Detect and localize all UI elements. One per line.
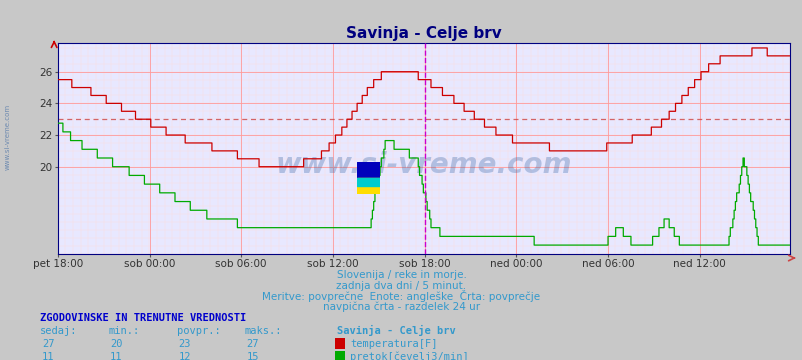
Text: 15: 15 [246,352,259,360]
Text: min.:: min.: [108,326,140,336]
Text: Slovenija / reke in morje.: Slovenija / reke in morje. [336,270,466,280]
Text: ZGODOVINSKE IN TRENUTNE VREDNOSTI: ZGODOVINSKE IN TRENUTNE VREDNOSTI [40,313,246,323]
Text: 20: 20 [110,339,123,349]
Text: 27: 27 [42,339,55,349]
Polygon shape [357,178,379,194]
Text: 11: 11 [110,352,123,360]
Text: 23: 23 [178,339,191,349]
Text: 12: 12 [178,352,191,360]
Text: www.si-vreme.com: www.si-vreme.com [275,151,572,179]
Text: www.si-vreme.com: www.si-vreme.com [5,104,11,170]
Text: navpična črta - razdelek 24 ur: navpična črta - razdelek 24 ur [322,302,480,312]
Text: maks.:: maks.: [245,326,282,336]
Text: 27: 27 [246,339,259,349]
Text: pretok[čevelj3/min]: pretok[čevelj3/min] [350,351,468,360]
Polygon shape [357,162,379,194]
Text: 11: 11 [42,352,55,360]
Polygon shape [357,178,379,186]
Text: sedaj:: sedaj: [40,326,78,336]
Title: Savinja - Celje brv: Savinja - Celje brv [346,26,501,41]
Text: zadnja dva dni / 5 minut.: zadnja dva dni / 5 minut. [336,281,466,291]
Text: povpr.:: povpr.: [176,326,220,336]
Text: Meritve: povprečne  Enote: angleške  Črta: povprečje: Meritve: povprečne Enote: angleške Črta:… [262,289,540,302]
Text: temperatura[F]: temperatura[F] [350,339,437,349]
Text: Savinja - Celje brv: Savinja - Celje brv [337,325,456,336]
